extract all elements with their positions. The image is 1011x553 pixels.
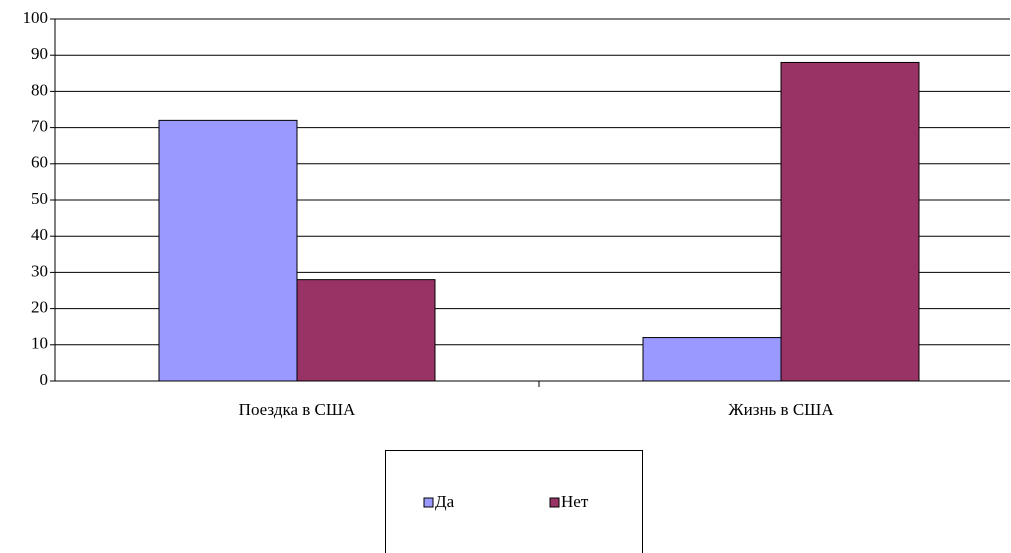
y-tick-label: 90 [31, 44, 48, 63]
y-tick-label: 20 [31, 298, 48, 317]
x-tick-label: Поездка в США [239, 400, 356, 419]
y-tick-label: 0 [40, 370, 49, 389]
y-tick-label: 70 [31, 117, 48, 136]
bar [780, 61, 920, 382]
y-tick-label: 40 [31, 225, 48, 244]
legend-swatch [423, 497, 434, 508]
legend-label: Нет [561, 492, 589, 511]
y-tick-label: 50 [31, 189, 48, 208]
y-tick-label: 10 [31, 334, 48, 353]
bar [296, 279, 436, 382]
y-tick-label: 100 [23, 8, 49, 27]
bar [158, 119, 298, 382]
bar [642, 337, 782, 382]
y-tick-label: 30 [31, 261, 48, 280]
legend-label: Да [435, 492, 455, 511]
y-tick-label: 60 [31, 153, 48, 172]
x-tick-label: Жизнь в США [728, 400, 834, 419]
y-tick-label: 80 [31, 80, 48, 99]
legend-swatch [549, 497, 560, 508]
